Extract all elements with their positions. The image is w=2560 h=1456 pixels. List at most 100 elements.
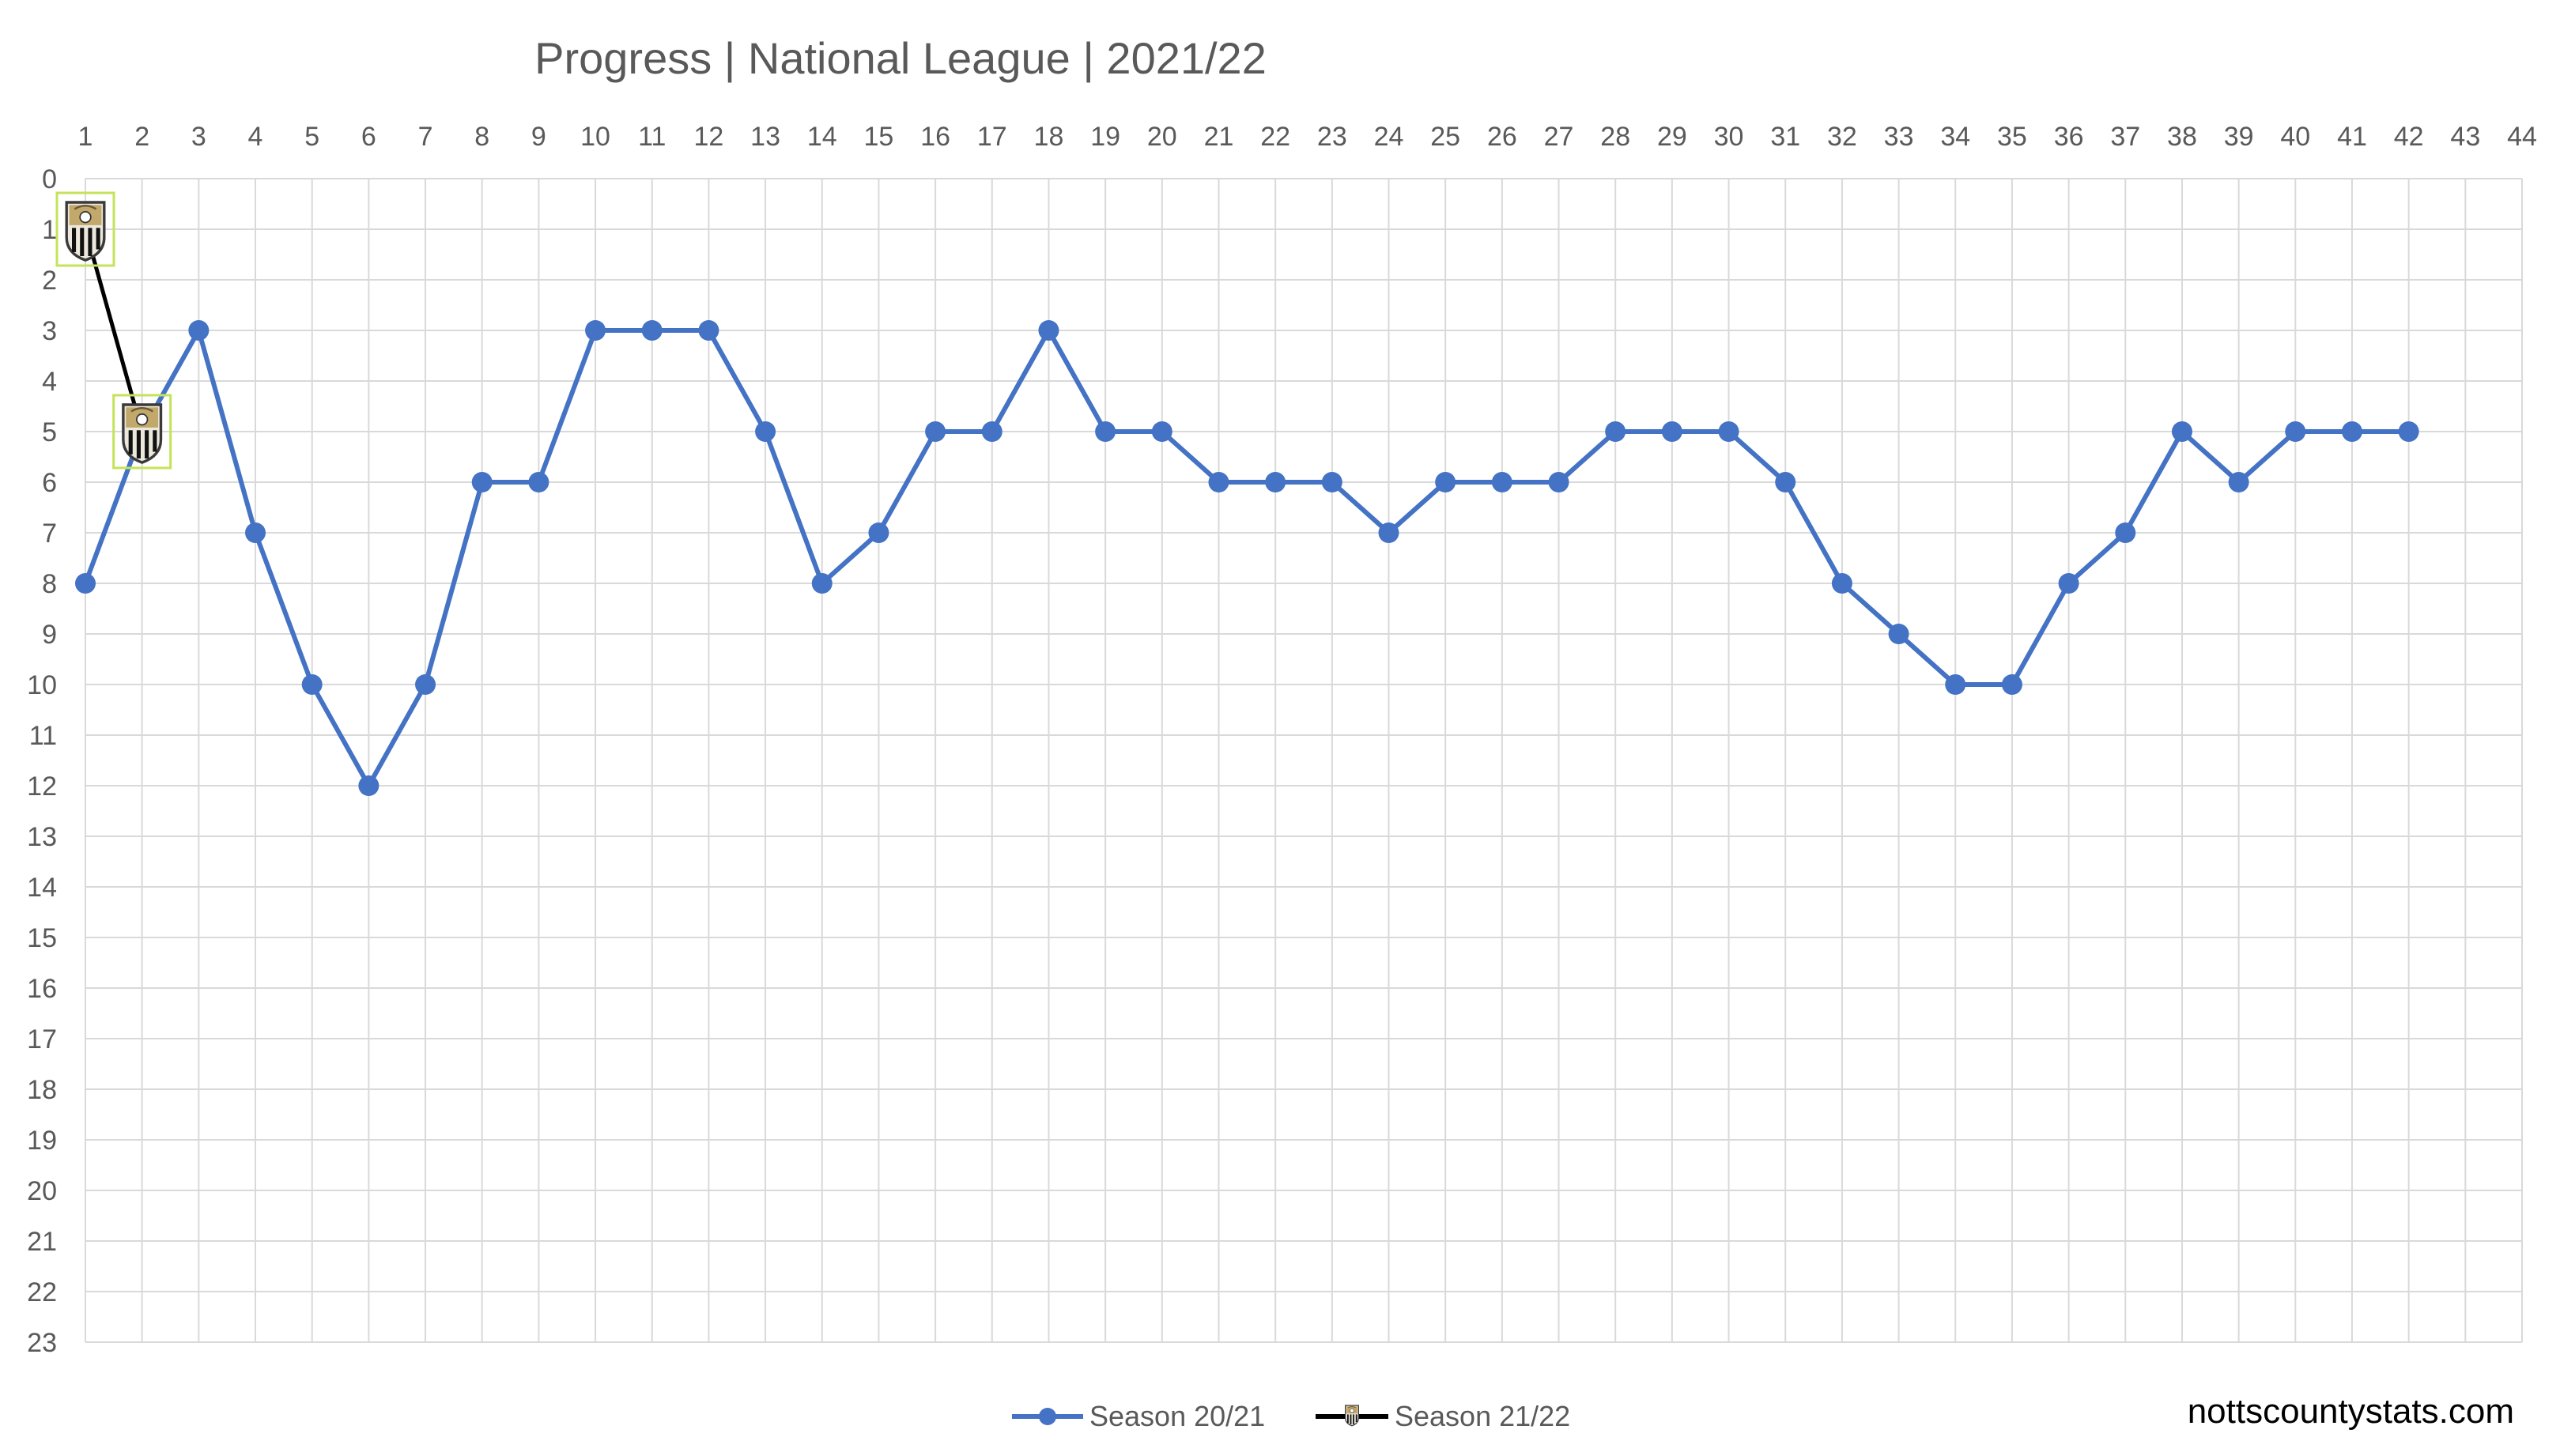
- y-tick-label: 2: [42, 266, 57, 296]
- x-tick-label: 2: [134, 122, 149, 152]
- x-tick-label: 14: [807, 122, 837, 152]
- y-tick-label: 17: [27, 1024, 57, 1054]
- y-tick-label: 19: [27, 1126, 57, 1156]
- y-tick-label: 12: [27, 771, 57, 802]
- x-tick-label: 19: [1090, 122, 1120, 152]
- data-point-crest: [112, 394, 172, 470]
- x-tick-label: 21: [1204, 122, 1234, 152]
- data-point: [981, 421, 1002, 442]
- series-line-season-20-21: [83, 328, 2409, 788]
- x-tick-label: 3: [191, 122, 206, 152]
- data-point: [868, 522, 889, 543]
- y-tick-label: 5: [42, 417, 57, 447]
- data-point: [415, 674, 436, 695]
- x-tick-label: 40: [2280, 122, 2310, 152]
- x-tick-label: 23: [1317, 122, 1347, 152]
- y-tick-label: 11: [29, 721, 57, 751]
- data-point: [1208, 472, 1229, 492]
- data-point: [75, 573, 96, 594]
- watermark: nottscountystats.com: [2188, 1392, 2514, 1431]
- data-point: [1888, 624, 1909, 644]
- x-tick-label: 28: [1600, 122, 1630, 152]
- y-tick-label: 14: [27, 873, 57, 903]
- y-tick-label: 4: [42, 367, 57, 397]
- x-tick-label: 15: [864, 122, 894, 152]
- y-tick-label: 21: [27, 1227, 57, 1257]
- gridlines: [85, 178, 2523, 1343]
- data-point: [1095, 421, 1116, 442]
- data-point: [1775, 472, 1796, 492]
- data-point: [2341, 421, 2362, 442]
- data-point: [2398, 421, 2419, 442]
- y-tick-label: 8: [42, 569, 57, 599]
- x-tick-label: 13: [750, 122, 780, 152]
- data-point: [245, 522, 266, 543]
- x-tick-label: 29: [1657, 122, 1687, 152]
- x-tick-label: 1: [78, 122, 93, 152]
- club-crest-icon: [65, 201, 106, 262]
- x-tick-label: 24: [1374, 122, 1404, 152]
- data-point: [2115, 522, 2136, 543]
- data-point: [755, 421, 776, 442]
- data-point: [1661, 421, 1682, 442]
- x-tick-label: 18: [1034, 122, 1064, 152]
- data-point: [811, 573, 833, 594]
- legend-marker-season-20-21: [1039, 1408, 1056, 1425]
- x-tick-label: 39: [2224, 122, 2254, 152]
- data-point: [1945, 674, 1966, 695]
- x-tick-label: 32: [1827, 122, 1857, 152]
- y-tick-label: 13: [27, 822, 57, 852]
- data-point: [301, 674, 323, 695]
- x-tick-label: 20: [1147, 122, 1177, 152]
- data-point: [528, 472, 549, 492]
- data-point: [2228, 472, 2249, 492]
- data-point: [698, 320, 719, 341]
- data-point: [358, 775, 379, 796]
- data-point: [2171, 421, 2192, 442]
- data-point: [1321, 472, 1342, 492]
- x-tick-label: 31: [1770, 122, 1800, 152]
- y-tick-label: 3: [42, 316, 57, 346]
- x-tick-label: 4: [248, 122, 263, 152]
- x-tick-label: 7: [418, 122, 433, 152]
- y-tick-label: 22: [27, 1277, 57, 1307]
- x-tick-label: 36: [2054, 122, 2084, 152]
- x-tick-label: 30: [1714, 122, 1744, 152]
- series-plot: [55, 191, 2419, 796]
- chart-title: Progress | National League | 2021/22: [534, 33, 1267, 83]
- x-tick-label: 27: [1544, 122, 1574, 152]
- crest-marker-frame: [55, 191, 115, 267]
- club-crest-icon: [122, 403, 163, 464]
- data-point: [2058, 573, 2079, 594]
- legend-crest-icon: [1344, 1405, 1360, 1427]
- x-tick-label: 35: [1997, 122, 2027, 152]
- x-tick-label: 11: [638, 122, 666, 152]
- legend-item-season-21-22: Season 21/22: [1316, 1400, 1570, 1432]
- x-tick-label: 16: [920, 122, 950, 152]
- y-tick-label: 7: [42, 519, 57, 549]
- x-tick-label: 44: [2507, 122, 2537, 152]
- data-point: [1435, 472, 1456, 492]
- x-tick-label: 22: [1260, 122, 1290, 152]
- legend-item-season-20-21: Season 20/21: [1012, 1400, 1265, 1432]
- x-tick-label: 12: [694, 122, 724, 152]
- y-tick-label: 9: [42, 620, 57, 650]
- data-point: [2001, 674, 2022, 695]
- data-point: [188, 320, 210, 341]
- y-tick-label: 16: [27, 974, 57, 1004]
- y-tick-label: 10: [27, 670, 57, 700]
- x-tick-label: 41: [2337, 122, 2367, 152]
- y-tick-label: 1: [42, 215, 57, 245]
- data-point: [1718, 421, 1739, 442]
- data-point: [1038, 320, 1059, 341]
- data-point: [1378, 522, 1399, 543]
- y-tick-label: 0: [42, 164, 57, 194]
- y-tick-label: 20: [27, 1176, 57, 1206]
- data-point-crest: [55, 191, 115, 267]
- legend-label-season-20-21: Season 20/21: [1089, 1400, 1265, 1432]
- data-point: [585, 320, 606, 341]
- x-tick-label: 43: [2450, 122, 2480, 152]
- x-tick-label: 5: [304, 122, 319, 152]
